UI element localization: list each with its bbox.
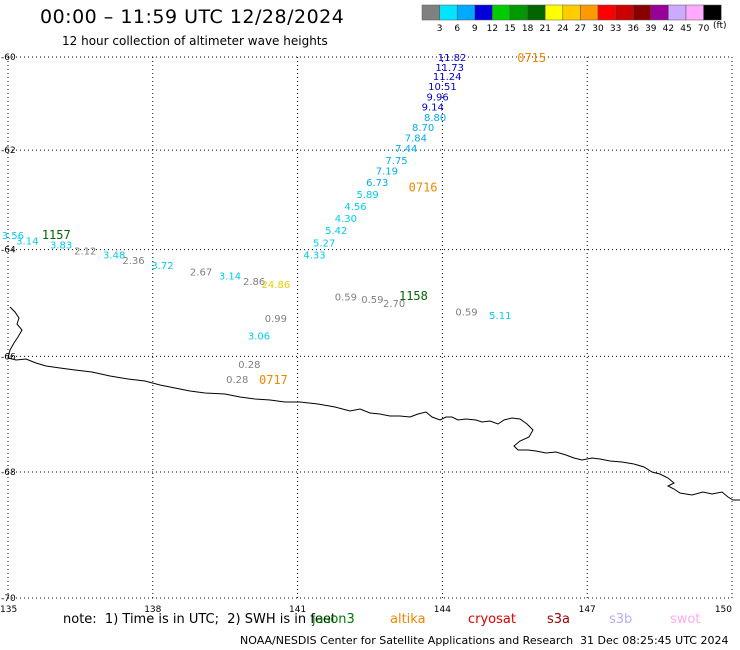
wave-height-label: 4.33: [303, 251, 325, 262]
wave-height-label: 10.51: [428, 82, 457, 93]
wave-height-label: 3.06: [248, 331, 270, 342]
legend-bin-label: 27: [575, 24, 586, 34]
wave-height-label: 9.96: [426, 92, 448, 103]
legend-swatch: [703, 4, 722, 21]
lon-tick-label: 135: [0, 605, 17, 615]
wave-height-label: 0.59: [455, 308, 477, 319]
legend-bin-label: 21: [539, 24, 550, 34]
wave-height-label: 0.59: [335, 293, 357, 304]
coastline-path: [7, 306, 740, 501]
sat-swot: swot: [670, 612, 701, 627]
legend-bin-label: 12: [487, 24, 498, 34]
legend-bin-label: 36: [627, 24, 639, 34]
wave-height-label: 8.80: [424, 113, 446, 124]
legend-bin-label: 24: [557, 24, 569, 34]
legend-bin-label: 39: [645, 24, 657, 34]
page-title: 00:00 – 11:59 UTC 12/28/2024: [40, 6, 345, 28]
legend-bin-label: 9: [472, 24, 478, 34]
legend-bin-label: 3: [437, 24, 443, 34]
wave-height-label: 7.84: [405, 134, 427, 145]
lat-tick-label: -62: [1, 146, 16, 156]
wave-height-label: 3.83: [50, 240, 72, 251]
wave-height-label: 7.75: [385, 156, 407, 167]
legend-bin-label: 33: [610, 24, 621, 34]
pass-time-label: 0717: [259, 373, 288, 387]
lon-tick-label: 147: [579, 605, 596, 615]
sat-altika: altika: [390, 612, 426, 627]
wave-height-label: 2.70: [383, 299, 405, 310]
lon-tick-label: 138: [144, 605, 161, 615]
satellite-pass-labels: 1157 1158 0715 0716 0717: [42, 51, 546, 387]
page-subtitle: 12 hour collection of altimeter wave hei…: [62, 34, 328, 48]
legend-bin-label: 15: [504, 24, 515, 34]
wave-height-label: 5.42: [325, 226, 347, 237]
wave-height-label: 11.24: [433, 72, 462, 83]
legend-bin-label: 18: [522, 24, 534, 34]
pass-time-label: 1158: [399, 289, 428, 303]
legend-bin-label: 30: [592, 24, 604, 34]
lat-tick-label: -64: [1, 246, 16, 256]
wave-height-label: 5.89: [356, 190, 378, 201]
wave-height-label: 2.12: [74, 247, 96, 258]
footnote: note: 1) Time is in UTC; 2) SWH is in fe…: [63, 612, 336, 627]
wave-height-label: 11.82: [438, 53, 467, 64]
wave-height-observations: 11.8211.7311.2410.519.969.148.808.707.84…: [2, 53, 512, 386]
lon-tick-label: 144: [434, 605, 451, 615]
wave-height-label: 2.86: [243, 277, 265, 288]
sat-s3b: s3b: [609, 612, 633, 627]
wave-height-label: 8.70: [412, 123, 434, 134]
legend-bin-label: 6: [454, 24, 460, 34]
wave-height-label: 5.27: [313, 238, 335, 249]
wave-height-label: 2.67: [190, 267, 212, 278]
wave-height-label: 3.14: [219, 272, 241, 283]
wave-height-label: 11.73: [435, 63, 464, 74]
wave-height-label: 9.14: [422, 103, 444, 114]
wave-height-label: 2.36: [122, 256, 144, 267]
credit-line: NOAA/NESDIS Center for Satellite Applica…: [240, 634, 574, 647]
lat-tick-label: -68: [1, 468, 16, 478]
legend-bin-label: 42: [663, 24, 674, 34]
antarctic-coastline: [7, 306, 740, 501]
legend-bin-label: 45: [680, 24, 691, 34]
pass-time-label: 1157: [42, 228, 71, 242]
legend-bin-label: 70: [698, 24, 710, 34]
wave-height-label: 3.56: [2, 231, 24, 242]
lon-tick-label: 150: [715, 605, 732, 615]
wave-height-label: 3.72: [151, 261, 173, 272]
generated-timestamp: 31 Dec 08:25:45 UTC 2024: [580, 634, 729, 647]
color-legend: 3 6 9 12 15 18 21 24 27 30 33 36 39 42 45 70: [421, 4, 722, 34]
sat-s3a: s3a: [547, 612, 571, 627]
wave-height-label: 7.19: [376, 166, 398, 177]
sat-jason3: jason3: [312, 612, 355, 627]
wave-height-label: 7.44: [395, 144, 417, 155]
pass-time-label: 0715: [517, 51, 546, 65]
lon-tick-label: 141: [289, 605, 306, 615]
wave-height-label: 3.14: [16, 236, 38, 247]
wave-height-label: 4.56: [344, 202, 366, 213]
wave-height-label: 0.28: [226, 375, 248, 386]
legend-labels: 3 6 9 12 15 18 21 24 27 30 33 36 39 42 45 70: [437, 24, 710, 34]
wave-height-label: 24.86: [262, 280, 291, 291]
legend-swatches: [421, 4, 722, 21]
pass-time-label: 0716: [409, 181, 438, 195]
wave-height-label: 0.99: [265, 314, 287, 325]
wave-height-label: 3.48: [103, 251, 125, 262]
sat-cryosat: cryosat: [468, 612, 516, 627]
wave-height-label: 4.30: [335, 214, 357, 225]
lat-tick-label: -70: [1, 594, 16, 604]
legend-unit-label: (ft): [713, 21, 727, 31]
wave-height-label: 6.73: [366, 178, 388, 189]
wave-height-label: 0.59: [361, 295, 383, 306]
wave-height-label: 0.28: [238, 360, 260, 371]
wave-height-label: 5.11: [489, 311, 511, 322]
